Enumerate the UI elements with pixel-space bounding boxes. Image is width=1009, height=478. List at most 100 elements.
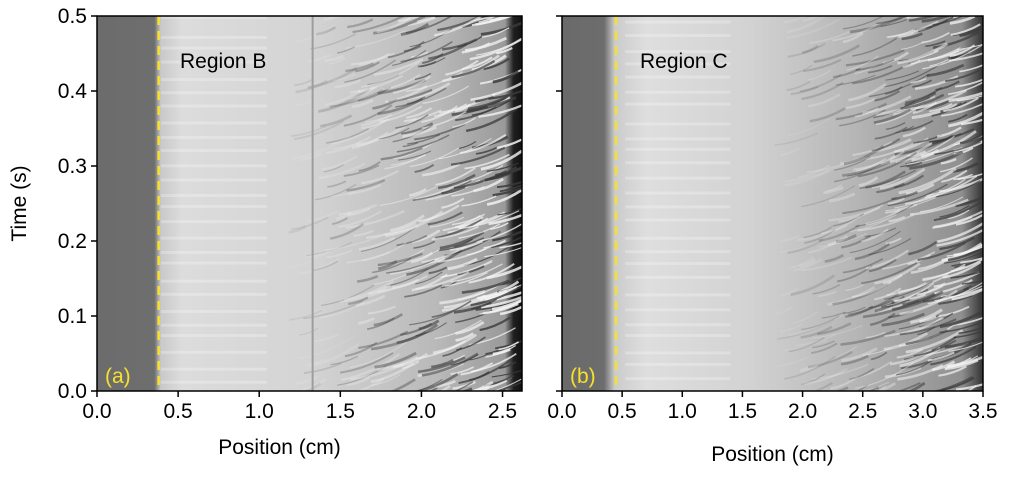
texture — [780, 147, 801, 157]
texture — [784, 163, 845, 183]
texture — [845, 284, 864, 292]
texture — [455, 320, 485, 335]
texture — [422, 53, 444, 65]
texture — [625, 275, 731, 279]
texture — [326, 135, 372, 155]
texture — [470, 379, 508, 391]
texture — [160, 261, 267, 265]
texture — [827, 235, 849, 247]
texture — [807, 93, 841, 108]
texture — [881, 295, 906, 309]
y-tick-label: 0.3 — [58, 155, 87, 178]
texture — [865, 208, 901, 226]
y-tick-label: 0.1 — [58, 305, 87, 328]
texture — [434, 403, 463, 410]
texture — [347, 377, 370, 386]
texture — [383, 224, 419, 236]
texture — [305, 358, 327, 366]
texture — [433, 16, 484, 37]
image-panel — [97, 16, 522, 410]
texture — [485, 342, 515, 356]
texture — [445, 59, 479, 76]
texture — [473, 177, 504, 193]
texture — [160, 104, 267, 108]
texture — [906, 161, 923, 168]
texture — [898, 167, 957, 195]
texture — [828, 206, 881, 222]
texture — [803, 226, 833, 239]
texture — [808, 350, 853, 369]
texture — [625, 334, 731, 338]
texture — [385, 259, 435, 274]
texture — [296, 375, 319, 385]
texture — [335, 211, 352, 221]
texture — [810, 342, 838, 355]
texture — [470, 284, 522, 307]
texture — [852, 37, 898, 57]
texture — [894, 282, 946, 303]
texture — [865, 141, 918, 161]
texture — [802, 371, 844, 384]
texture — [324, 89, 361, 106]
texture — [914, 75, 959, 91]
texture — [457, 265, 485, 276]
texture — [449, 240, 484, 252]
texture — [868, 258, 897, 273]
x-tick-label: 1.5 — [728, 400, 757, 423]
texture — [479, 16, 492, 19]
texture — [349, 363, 405, 381]
texture — [939, 236, 975, 251]
texture — [421, 110, 467, 130]
texture — [455, 332, 475, 342]
texture — [429, 216, 465, 228]
texture — [452, 380, 476, 390]
texture — [812, 284, 841, 295]
texture — [788, 314, 844, 337]
texture — [842, 32, 864, 44]
texture — [932, 30, 980, 49]
texture — [400, 41, 453, 63]
texture — [376, 16, 411, 34]
texture — [826, 184, 843, 192]
texture — [366, 222, 417, 240]
texture — [338, 210, 382, 228]
texture — [786, 80, 811, 92]
texture — [417, 61, 437, 68]
y-tick-label: 0.5 — [58, 5, 87, 28]
texture — [832, 22, 880, 42]
texture — [838, 203, 884, 223]
texture — [349, 86, 378, 100]
texture — [853, 155, 896, 171]
texture — [854, 107, 879, 118]
texture — [876, 385, 887, 391]
texture — [813, 382, 833, 391]
texture — [288, 309, 323, 321]
texture — [438, 173, 476, 190]
texture — [921, 16, 952, 23]
texture — [303, 300, 363, 320]
texture — [625, 262, 731, 266]
texture — [796, 224, 848, 242]
texture — [907, 150, 927, 158]
texture — [358, 161, 381, 172]
x-tick-label: 2.0 — [407, 400, 436, 423]
texture — [390, 154, 426, 166]
texture — [351, 98, 374, 109]
texture — [910, 89, 967, 111]
texture — [852, 280, 893, 299]
texture — [936, 126, 962, 138]
texture — [377, 252, 423, 267]
texture — [787, 117, 831, 137]
texture — [322, 155, 358, 171]
x-tick-label: 0.5 — [164, 400, 193, 423]
texture — [397, 150, 432, 161]
texture — [931, 135, 953, 145]
x-tick-label: 2.5 — [848, 400, 877, 423]
texture — [416, 16, 442, 23]
x-tick-label: 1.0 — [668, 400, 697, 423]
texture — [406, 96, 426, 105]
texture — [392, 278, 419, 289]
texture — [331, 180, 382, 198]
texture — [384, 153, 426, 170]
